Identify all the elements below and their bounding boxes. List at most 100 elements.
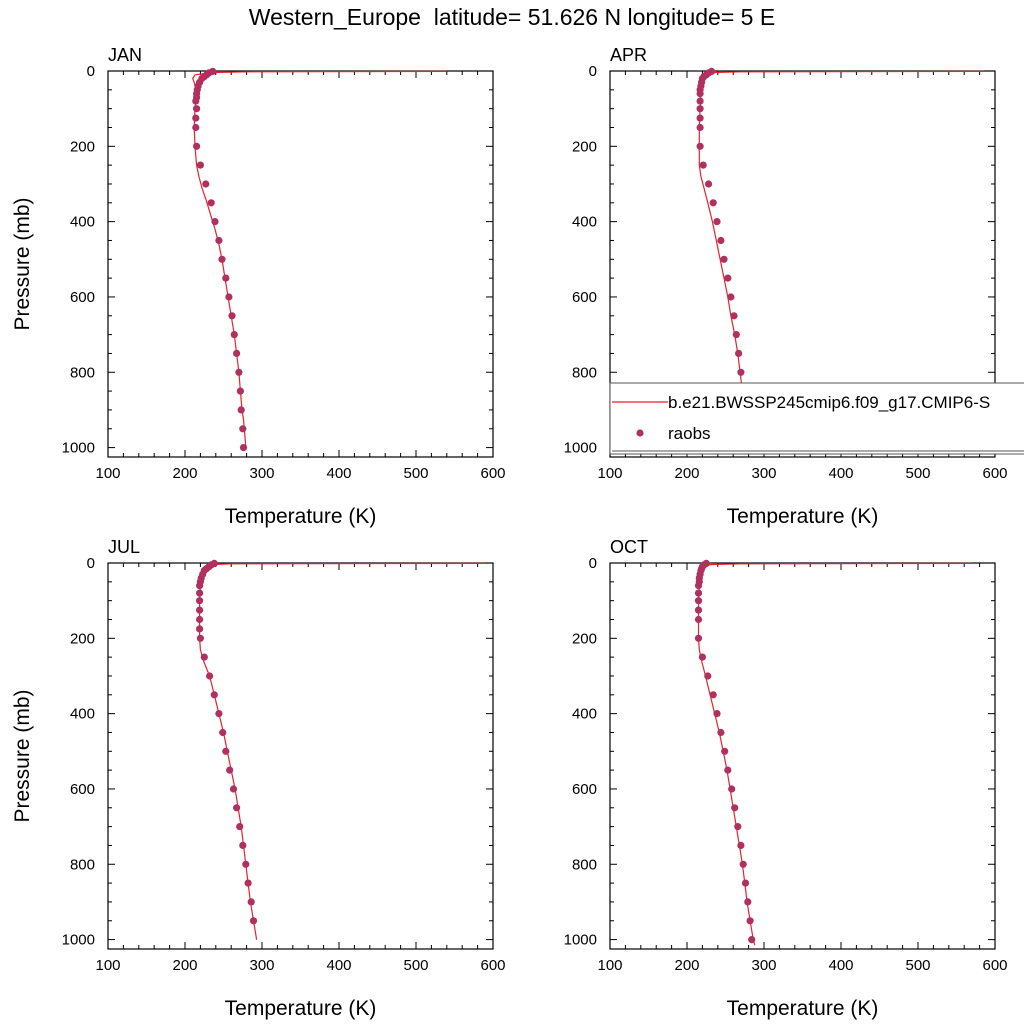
y-tick-label: 200 xyxy=(572,630,597,647)
x-tick-label: 200 xyxy=(172,957,197,974)
raobs-point xyxy=(247,898,255,906)
raobs-point xyxy=(694,589,703,597)
raobs-point xyxy=(720,255,728,263)
panel-label: JAN xyxy=(108,45,142,65)
raobs-point xyxy=(196,161,204,169)
y-tick-label: 200 xyxy=(70,138,95,155)
y-tick-label: 0 xyxy=(589,555,597,572)
raobs-point xyxy=(694,634,703,642)
y-tick-label: 200 xyxy=(70,630,95,647)
raobs-point xyxy=(229,785,238,793)
raobs-point xyxy=(215,236,223,245)
raobs-point xyxy=(699,161,707,169)
raobs-point xyxy=(694,615,703,624)
chart-panel-oct: OCT 100 200 300 400 500 600 0 200 400 600 800 1000 Te… xyxy=(564,537,1008,1020)
raobs-point xyxy=(233,804,241,812)
y-tick-label: 400 xyxy=(70,706,95,723)
x-tick-label: 300 xyxy=(249,465,274,482)
x-tick-label: 300 xyxy=(751,957,776,974)
x-axis-title: Temperature (K) xyxy=(225,997,377,1020)
panel-label: APR xyxy=(610,45,647,65)
raobs-point xyxy=(233,349,241,357)
y-tick-label: 1000 xyxy=(62,932,95,949)
raobs-point xyxy=(192,123,200,132)
raobs-point xyxy=(717,728,725,737)
y-tick-label: 0 xyxy=(589,63,597,80)
raobs-point xyxy=(222,274,230,282)
raobs-point xyxy=(196,606,204,614)
raobs-point xyxy=(731,804,739,812)
raobs-point xyxy=(696,105,704,113)
x-tick-label: 600 xyxy=(982,465,1007,482)
raobs-point xyxy=(192,97,200,105)
raobs-point xyxy=(215,710,223,718)
x-tick-label: 500 xyxy=(905,957,930,974)
x-axis-title: Temperature (K) xyxy=(727,997,879,1020)
raobs-point xyxy=(727,293,735,301)
x-tick-label: 400 xyxy=(828,957,853,974)
y-tick-label: 600 xyxy=(572,781,597,798)
x-tick-label: 400 xyxy=(326,957,351,974)
raobs-point xyxy=(694,582,703,590)
raobs-point xyxy=(196,625,204,633)
x-axis-title: Temperature (K) xyxy=(727,505,879,528)
y-tick-label: 1000 xyxy=(564,440,597,457)
y-tick-label: 200 xyxy=(572,138,597,155)
model-profile-line xyxy=(192,70,447,448)
y-tick-label: 600 xyxy=(70,781,95,798)
panel-label: OCT xyxy=(610,537,648,557)
legend-marker-swatch xyxy=(636,429,644,437)
panel-label: JUL xyxy=(108,537,140,557)
raobs-point xyxy=(709,199,717,207)
raobs-point xyxy=(737,368,745,376)
raobs-point xyxy=(746,917,754,925)
raobs-point xyxy=(696,114,704,122)
raobs-point xyxy=(739,860,747,868)
y-tick-label: 0 xyxy=(87,63,95,80)
y-axis-title: Pressure (mb) xyxy=(11,197,34,330)
raobs-point xyxy=(196,597,204,605)
x-tick-label: 600 xyxy=(480,465,505,482)
raobs-point xyxy=(249,917,258,925)
raobs-point xyxy=(228,312,236,320)
raobs-point xyxy=(196,634,204,642)
raobs-point xyxy=(244,879,252,887)
raobs-point xyxy=(724,766,732,774)
raobs-point xyxy=(737,841,745,850)
x-tick-label: 400 xyxy=(326,465,351,482)
x-tick-label: 600 xyxy=(480,957,505,974)
chart-panel-jan: JAN 100 200 300 400 500 600 0 200 400 600 800 1000 Te… xyxy=(11,45,506,528)
plot-frame xyxy=(107,562,494,950)
y-tick-label: 800 xyxy=(70,856,95,873)
raobs-point xyxy=(196,589,204,597)
raobs-point xyxy=(239,425,247,433)
raobs-point xyxy=(236,387,244,395)
y-tick-label: 600 xyxy=(70,289,95,306)
page-title: Western_Europe latitude= 51.626 N longit… xyxy=(248,4,776,30)
y-tick-label: 0 xyxy=(87,555,95,572)
raobs-point xyxy=(242,860,250,868)
y-tick-label: 800 xyxy=(572,364,597,381)
legend-model-label: b.e21.BWSSP245cmip6.f09_g17.CMIP6-S xyxy=(668,393,990,412)
raobs-point xyxy=(735,349,743,357)
raobs-point xyxy=(225,293,233,301)
legend-obs-label: raobs xyxy=(668,424,711,443)
x-tick-label: 600 xyxy=(982,957,1007,974)
y-tick-label: 1000 xyxy=(62,440,95,457)
raobs-point xyxy=(694,597,703,605)
y-tick-label: 400 xyxy=(572,706,597,723)
raobs-point xyxy=(732,331,740,339)
raobs-point xyxy=(236,823,244,831)
x-tick-label: 400 xyxy=(828,465,853,482)
y-tick-label: 400 xyxy=(70,214,95,231)
raobs-point xyxy=(237,406,245,414)
x-tick-label: 100 xyxy=(95,957,120,974)
x-tick-label: 200 xyxy=(674,957,699,974)
y-tick-label: 600 xyxy=(572,289,597,306)
model-profile-line xyxy=(199,562,486,940)
chart-panel-jul: JUL 100 200 300 400 500 600 0 200 400 600 800 1000 Te… xyxy=(11,537,506,1020)
raobs-point xyxy=(235,368,243,376)
y-axis-title: Pressure (mb) xyxy=(11,689,34,822)
